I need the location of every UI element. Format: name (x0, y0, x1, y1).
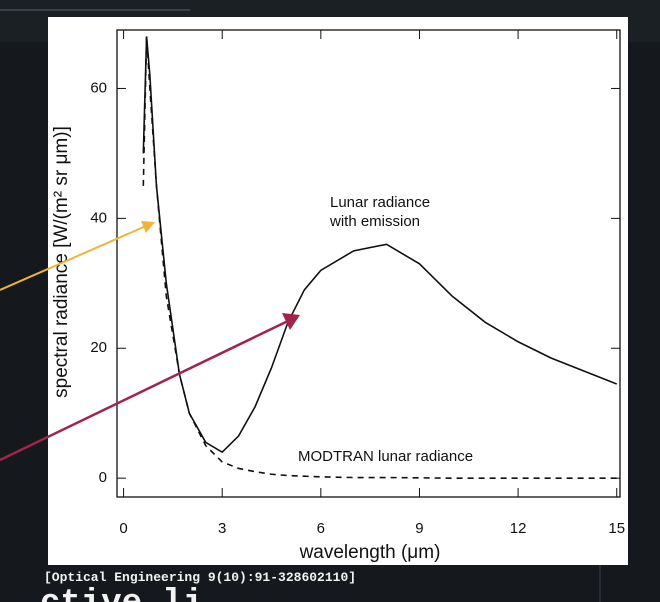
x-tick-label: 0 (119, 520, 127, 537)
x-axis-label: wavelength (μm) (299, 542, 441, 563)
chart: Lunar radiance with emission MODTRAN lun… (48, 17, 628, 565)
series-line (142, 36, 617, 479)
annotation: MODTRAN lunar radiance (298, 448, 473, 465)
y-tick-label: 40 (90, 209, 107, 226)
annotation: with emission (329, 213, 420, 230)
series-line (142, 36, 618, 454)
x-tick-label: 15 (608, 520, 625, 537)
arrow (0, 225, 147, 291)
x-tick-label: 12 (510, 520, 527, 537)
y-tick-label: 60 (90, 79, 107, 96)
plot-frame (116, 29, 621, 498)
x-tick-label: 6 (317, 520, 325, 537)
arrow (0, 319, 289, 462)
footer-text: ctive li (40, 585, 203, 602)
chart-image (48, 17, 628, 565)
x-tick-label: 3 (218, 520, 226, 537)
caption: [Optical Engineering 9(10):91-328602110] (44, 570, 356, 585)
y-tick-label: 20 (90, 339, 107, 356)
arrowhead (282, 313, 300, 330)
y-tick-label: 0 (99, 469, 107, 486)
x-tick-label: 9 (415, 520, 423, 537)
annotation: Lunar radiance (330, 194, 430, 211)
arrowhead (141, 221, 155, 233)
